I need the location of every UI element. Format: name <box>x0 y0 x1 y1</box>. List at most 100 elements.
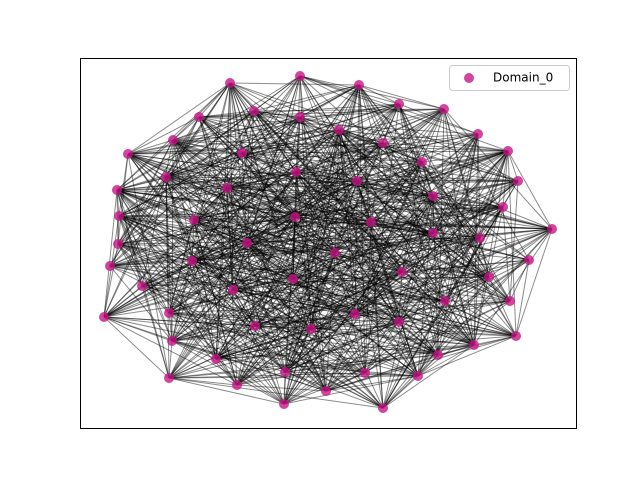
edge <box>295 171 312 330</box>
edge <box>246 242 256 327</box>
edge <box>354 84 360 315</box>
edge <box>109 206 504 267</box>
edge <box>165 75 301 178</box>
edge <box>284 195 434 373</box>
node <box>498 202 508 212</box>
edge <box>358 84 384 409</box>
edge <box>116 171 297 191</box>
edge <box>382 133 479 409</box>
plot-frame <box>80 58 577 429</box>
edge <box>398 237 481 323</box>
edge <box>437 108 445 356</box>
edge <box>215 325 256 360</box>
edge <box>356 180 434 197</box>
edge <box>232 242 248 291</box>
edge <box>299 116 434 197</box>
edge <box>473 335 517 346</box>
edge <box>172 84 360 141</box>
edge <box>229 82 384 409</box>
edge <box>117 103 400 245</box>
edge <box>299 75 519 182</box>
edge <box>354 133 479 315</box>
edge <box>168 312 366 374</box>
edge <box>103 153 129 318</box>
edge <box>246 242 511 302</box>
edge <box>325 259 530 392</box>
edge <box>109 221 372 267</box>
edge <box>356 180 481 239</box>
edge <box>191 260 285 405</box>
edge <box>198 82 231 118</box>
edge <box>172 129 340 141</box>
edge <box>236 321 400 386</box>
edge <box>198 116 358 182</box>
edge <box>232 75 301 291</box>
edge <box>299 75 445 110</box>
edge <box>254 325 475 346</box>
edge <box>127 153 195 221</box>
edge <box>127 153 286 373</box>
edge <box>116 189 327 392</box>
edge <box>310 328 384 409</box>
edge <box>283 129 340 405</box>
edge <box>226 187 296 218</box>
edge <box>364 372 419 377</box>
edge <box>292 278 439 356</box>
edge <box>398 103 423 163</box>
edge <box>444 300 475 346</box>
node <box>360 368 370 378</box>
edge <box>215 252 336 360</box>
edge <box>284 371 419 377</box>
edge <box>299 116 423 163</box>
edge <box>118 110 255 217</box>
edge <box>299 116 403 273</box>
edge <box>226 187 475 346</box>
edge <box>127 153 419 377</box>
edge <box>171 321 400 342</box>
edge <box>172 110 255 141</box>
edge <box>417 133 479 377</box>
edge <box>165 176 439 356</box>
edge <box>165 176 238 386</box>
edge <box>118 116 301 217</box>
edge <box>338 129 504 208</box>
edge <box>191 228 553 262</box>
edge <box>172 139 475 346</box>
edge <box>382 344 475 409</box>
edge <box>236 195 434 386</box>
edge <box>299 116 366 374</box>
edge <box>118 215 286 373</box>
edge <box>117 82 231 245</box>
edge <box>127 142 384 155</box>
edge <box>334 252 517 337</box>
edge <box>215 300 511 360</box>
edge <box>299 75 479 135</box>
edge <box>229 82 475 346</box>
edge <box>168 82 231 314</box>
edge <box>118 215 193 262</box>
edge <box>226 129 340 189</box>
edge <box>171 232 434 342</box>
edge <box>215 358 419 377</box>
node <box>524 255 534 265</box>
edge <box>241 129 340 154</box>
node <box>279 399 289 409</box>
edge <box>246 242 356 315</box>
edge <box>443 108 475 346</box>
node <box>113 239 123 249</box>
node <box>225 78 235 88</box>
edge <box>295 171 336 254</box>
edge <box>171 242 248 342</box>
edge <box>193 219 312 330</box>
edge <box>116 189 475 346</box>
edge <box>398 103 434 197</box>
edge <box>226 180 519 189</box>
edge <box>295 171 475 346</box>
edge <box>295 171 504 208</box>
edge <box>421 133 479 163</box>
edge <box>127 153 517 337</box>
node <box>334 125 344 135</box>
edge <box>437 228 553 356</box>
edge <box>370 221 490 278</box>
